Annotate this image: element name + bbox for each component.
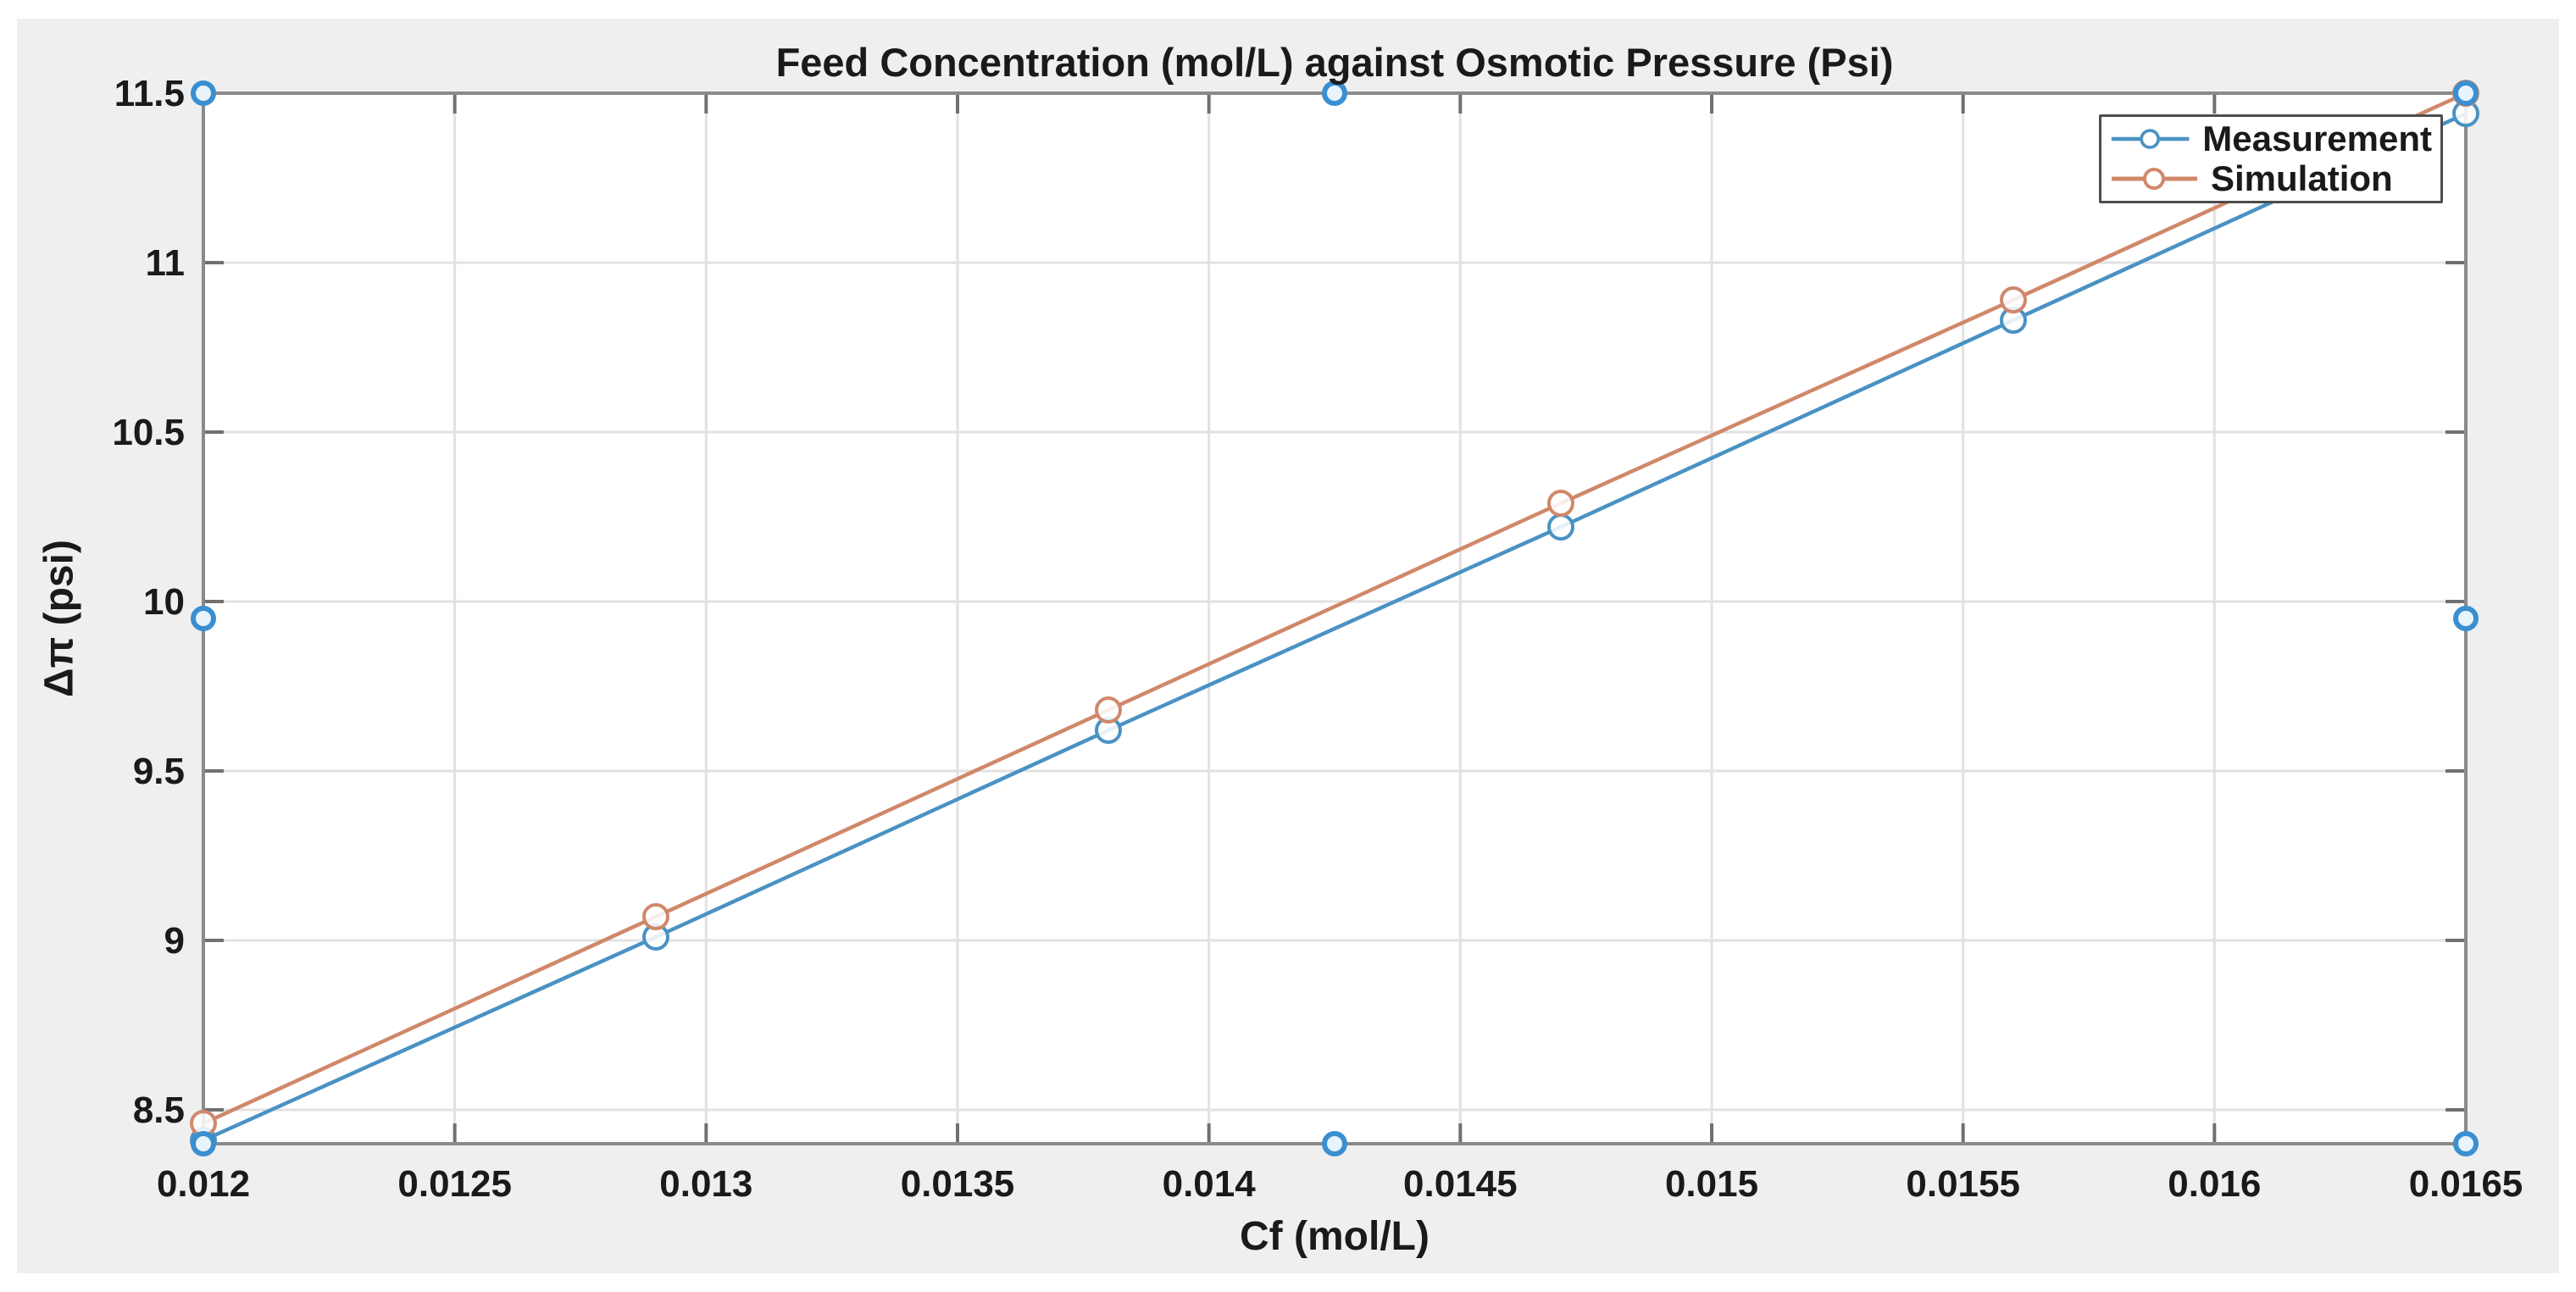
x-tick-label: 0.012 [157,1163,250,1205]
data-marker-simulation [642,903,669,930]
legend-entry-simulation[interactable]: Simulation [2110,159,2432,198]
x-tick-label: 0.0155 [1906,1163,2020,1205]
selection-handle-bottom-right[interactable] [2453,1131,2479,1156]
legend-line-sample-measurement [2111,129,2190,149]
plot-area [203,93,2466,1144]
x-tick-label: 0.014 [1163,1163,1257,1205]
y-axis-label: Δπ (psi) [36,540,82,697]
legend-marker-icon [2140,129,2160,149]
legend-marker-icon [2143,168,2165,190]
x-tick-label: 0.0165 [2409,1163,2523,1205]
y-tick-label: 10.5 [112,412,185,453]
selection-handle-bottom-left[interactable] [191,1131,216,1156]
legend-label: Simulation [2211,158,2393,198]
selection-handle-middle-left[interactable] [191,606,216,631]
series-line-simulation [203,91,2467,1126]
selection-handle-middle-right[interactable] [2453,606,2479,631]
selection-handle-bottom-center[interactable] [1322,1131,1347,1156]
legend[interactable]: Measurement Simulation [2099,114,2443,203]
data-marker-simulation [1095,696,1122,724]
x-tick-label: 0.0125 [397,1163,512,1205]
y-tick-label: 10 [143,581,185,623]
y-tick-label: 9 [164,920,185,962]
selection-handle-top-right[interactable] [2453,80,2479,106]
y-tick-label: 9.5 [133,751,185,792]
y-tick-label: 11 [145,242,185,284]
data-marker-measurement [1547,513,1574,541]
x-tick-label: 0.013 [659,1163,752,1205]
selection-handle-top-center[interactable] [1322,80,1347,106]
y-tick-label: 8.5 [133,1090,185,1131]
series-line-measurement [203,111,2467,1143]
legend-label: Measurement [2202,119,2432,158]
legend-line-sample-simulation [2112,168,2197,190]
y-tick-label: 11.5 [114,73,185,114]
data-marker-simulation [1547,490,1574,517]
selection-handle-top-left[interactable] [191,80,216,106]
chart-title: Feed Concentration (mol/L) against Osmot… [775,40,1894,85]
x-tick-label: 0.0135 [901,1163,1015,1205]
x-tick-label: 0.0145 [1403,1163,1518,1205]
x-axis-label: Cf (mol/L) [1240,1214,1430,1259]
x-tick-label: 0.015 [1665,1163,1758,1205]
x-tick-label: 0.016 [2168,1163,2261,1205]
matlab-figure: 0.012 0.0125 0.013 0.0135 0.014 0.0145 0.015 0.… [17,19,2559,1273]
data-marker-simulation [2000,286,2027,313]
legend-entry-measurement[interactable]: Measurement [2110,119,2432,158]
